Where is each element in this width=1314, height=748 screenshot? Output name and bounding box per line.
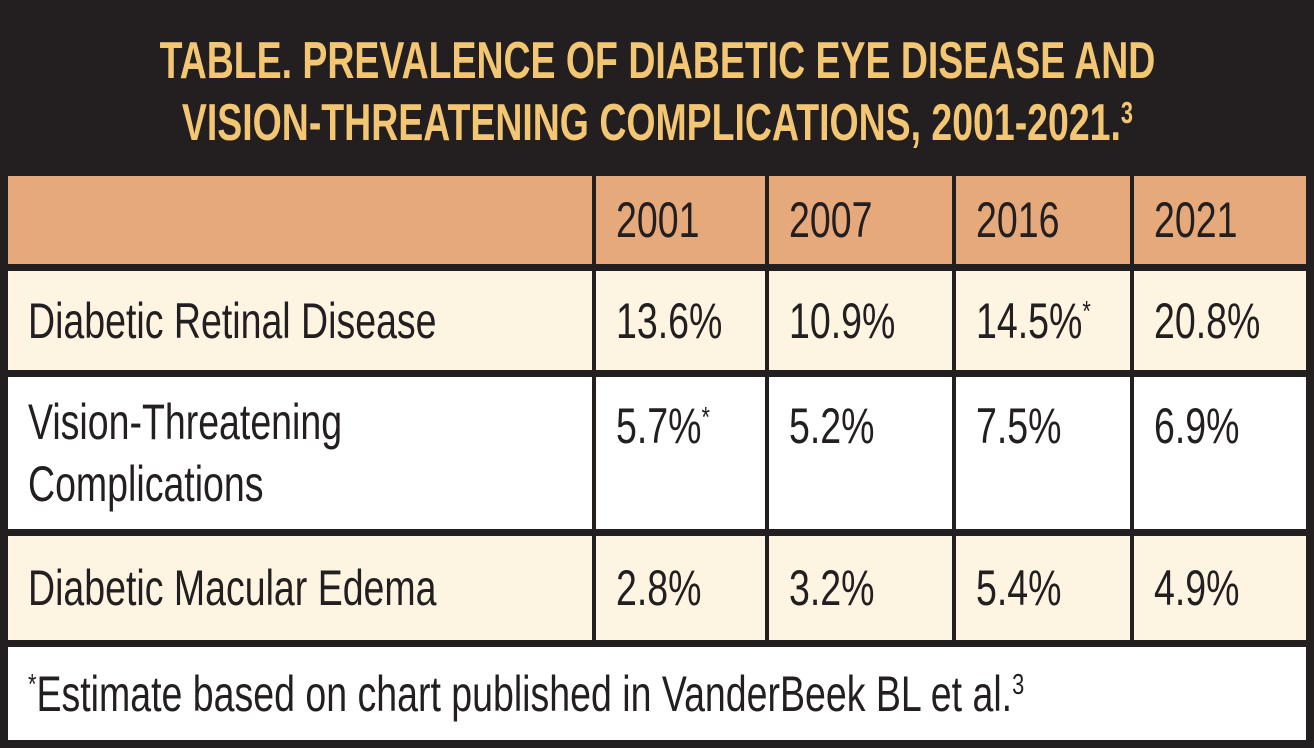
value-dme-2001: 2.8% [596, 536, 765, 640]
value-dme-2007: 3.2% [769, 536, 952, 640]
column-header-2007: 2007 [769, 176, 952, 264]
footnote-text: Estimate based on chart published in Van… [36, 665, 1013, 722]
value-vtc-2001: 5.7%* [596, 377, 765, 529]
column-header-2021: 2021 [1134, 176, 1306, 264]
footnote-reference-superscript: 3 [1012, 669, 1025, 702]
data-table: 2001 2007 2016 2021 Diabetic Retinal Dis… [8, 176, 1306, 740]
value-drd-2001: 13.6% [596, 271, 765, 370]
value-dme-2016: 5.4% [956, 536, 1130, 640]
table-title-line-2: VISION-THREATENING COMPLICATIONS, 2001-2… [0, 92, 1314, 154]
estimate-asterisk: * [1082, 296, 1091, 329]
table-title-line-1: TABLE. PREVALENCE OF DIABETIC EYE DISEAS… [0, 30, 1314, 92]
title-reference-superscript: 3 [1120, 97, 1133, 131]
value-drd-2007: 10.9% [769, 271, 952, 370]
value-dme-2021: 4.9% [1134, 536, 1306, 640]
value-vtc-2016: 7.5% [956, 377, 1130, 529]
row-label-vision-threatening-complications: Vision-Threatening Complications [8, 377, 592, 529]
table-title-line-2-text: VISION-THREATENING COMPLICATIONS, 2001-2… [181, 94, 1121, 152]
value-drd-2016: 14.5%* [956, 271, 1130, 370]
footnote: *Estimate based on chart published in Va… [8, 647, 1306, 740]
column-header-2001: 2001 [596, 176, 765, 264]
estimate-asterisk: * [701, 401, 710, 434]
row-label-diabetic-retinal-disease: Diabetic Retinal Disease [8, 271, 592, 370]
corner-cell [8, 176, 592, 264]
footnote-asterisk: * [28, 669, 37, 702]
table-title-line-1-text: TABLE. PREVALENCE OF DIABETIC EYE DISEAS… [159, 32, 1155, 90]
row-label-diabetic-macular-edema: Diabetic Macular Edema [8, 536, 592, 640]
column-header-2016: 2016 [956, 176, 1130, 264]
value-vtc-2007: 5.2% [769, 377, 952, 529]
value-vtc-2021: 6.9% [1134, 377, 1306, 529]
table-title: TABLE. PREVALENCE OF DIABETIC EYE DISEAS… [8, 8, 1306, 176]
value-drd-2021: 20.8% [1134, 271, 1306, 370]
